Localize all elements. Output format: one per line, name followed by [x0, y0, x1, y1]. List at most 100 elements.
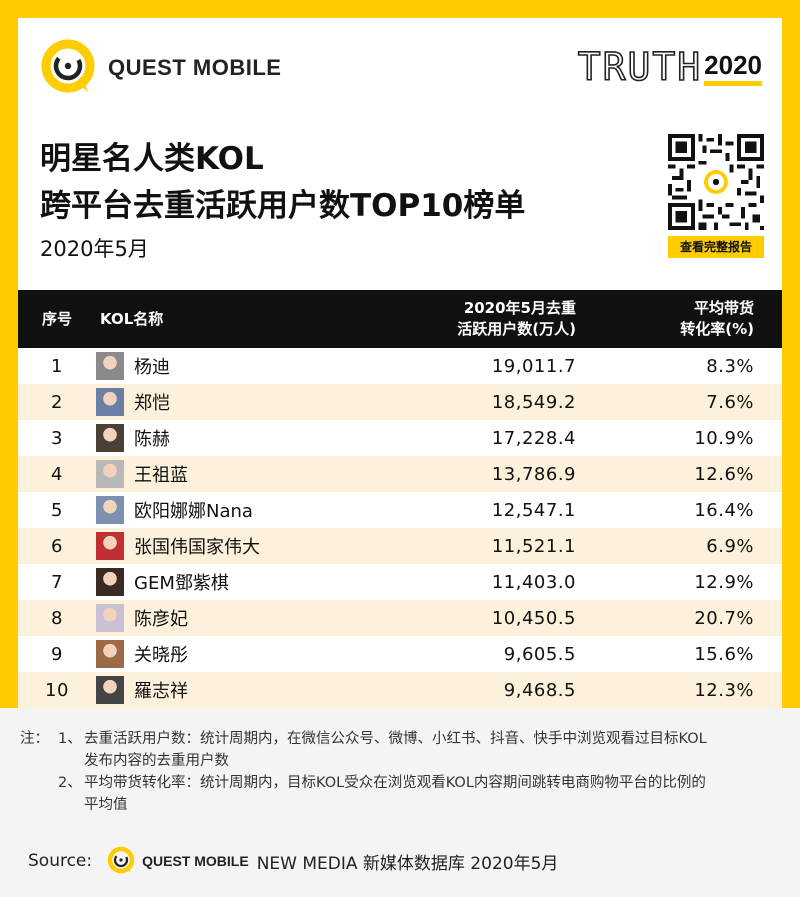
rank-cell: 10 — [45, 679, 69, 701]
page-title: 明星名人类KOL 跨平台去重活跃用户数TOP10榜单 — [40, 136, 525, 230]
active-users-cell: 12,547.1 — [491, 499, 576, 521]
header-name: KOL名称 — [100, 309, 164, 328]
kol-name-cell: 杨迪 — [96, 348, 346, 384]
kol-name-cell: 欧阳娜娜Nana — [96, 492, 346, 528]
quest-mobile-logo-icon — [41, 39, 95, 93]
conversion-rate-cell: 6.9% — [706, 535, 754, 557]
kol-name: 陈彦妃 — [134, 609, 188, 630]
note-index: 1、 — [58, 731, 82, 747]
kol-name-cell: GEM鄧紫棋 — [96, 564, 346, 600]
avatar — [96, 568, 124, 596]
table-body: 1 杨迪 19,011.7 8.3% 2 郑恺 18,549.2 7.6% 3 陈赫 17,228.… — [18, 348, 782, 708]
kol-name: 张国伟国家伟大 — [134, 537, 260, 558]
kol-name-cell: 陈彦妃 — [96, 600, 346, 636]
active-users-cell: 19,011.7 — [491, 355, 576, 377]
conversion-rate-cell: 8.3% — [706, 355, 754, 377]
conversion-rate-cell: 12.3% — [694, 679, 754, 701]
table-header-row: 序号 KOL名称 2020年5月去重 活跃用户数(万人) 平均带货 转化率(%) — [18, 290, 782, 348]
table-row: 1 杨迪 19,011.7 8.3% — [18, 348, 782, 384]
conversion-rate-cell: 12.6% — [694, 463, 754, 485]
avatar — [96, 532, 124, 560]
ranking-table: 序号 KOL名称 2020年5月去重 活跃用户数(万人) 平均带货 转化率(%)… — [18, 290, 782, 708]
source-brand: QUEST MOBILE — [142, 853, 249, 869]
header-conv-line-1: 平均带货 — [693, 299, 754, 317]
conversion-rate-cell: 15.6% — [694, 643, 754, 665]
brand-name: QUEST MOBILE — [108, 55, 282, 80]
rank-cell: 9 — [51, 643, 63, 665]
kol-name: 郑恺 — [134, 393, 170, 414]
table-row: 10 羅志祥 9,468.5 12.3% — [18, 672, 782, 708]
conversion-rate-cell: 16.4% — [694, 499, 754, 521]
header-active-line-2: 活跃用户数(万人) — [457, 320, 576, 338]
avatar — [96, 352, 124, 380]
truth-word: TRUTH — [577, 45, 703, 89]
rank-cell: 7 — [51, 571, 63, 593]
rank-cell: 4 — [51, 463, 63, 485]
kol-name-cell: 陈赫 — [96, 420, 346, 456]
avatar — [96, 388, 124, 416]
title-line-2: 跨平台去重活跃用户数TOP10榜单 — [40, 188, 526, 224]
kol-name-cell: 郑恺 — [96, 384, 346, 420]
avatar — [96, 496, 124, 524]
kol-name: 羅志祥 — [134, 681, 188, 702]
note-item-2: 2、 平均带货转化率：统计周期内，目标KOL受众在浏览观看KOL内容期间跳转电商… — [20, 772, 780, 816]
qr-code-icon[interactable] — [668, 134, 764, 230]
avatar — [96, 676, 124, 704]
header-active-line-1: 2020年5月去重 — [463, 299, 576, 317]
note-text: 去重活跃用户数：统计周期内，在微信公众号、微博、小红书、抖音、快手中浏览观看过目… — [84, 731, 707, 747]
table-row: 5 欧阳娜娜Nana 12,547.1 16.4% — [18, 492, 782, 528]
table-row: 9 关晓彤 9,605.5 15.6% — [18, 636, 782, 672]
avatar — [96, 424, 124, 452]
kol-name-cell: 羅志祥 — [96, 672, 346, 708]
table-row: 7 GEM鄧紫棋 11,403.0 12.9% — [18, 564, 782, 600]
rank-cell: 6 — [51, 535, 63, 557]
rank-cell: 5 — [51, 499, 63, 521]
kol-name: 关晓彤 — [134, 645, 188, 666]
conversion-rate-cell: 10.9% — [694, 427, 754, 449]
rank-cell: 8 — [51, 607, 63, 629]
conversion-rate-cell: 20.7% — [694, 607, 754, 629]
source-text: NEW MEDIA 新媒体数据库 2020年5月 — [256, 853, 559, 874]
source-line: Source: QUEST MOBILE NEW MEDIA 新媒体数据库 20… — [28, 845, 558, 877]
active-users-cell: 9,468.5 — [503, 679, 576, 701]
rank-cell: 1 — [51, 355, 63, 377]
kol-name-cell: 关晓彤 — [96, 636, 346, 672]
notes-prefix: 注： — [20, 731, 49, 747]
avatar — [96, 460, 124, 488]
table-row: 6 张国伟国家伟大 11,521.1 6.9% — [18, 528, 782, 564]
kol-name: 杨迪 — [134, 357, 170, 378]
kol-name-cell: 张国伟国家伟大 — [96, 528, 346, 564]
header-active-users: 2020年5月去重 活跃用户数(万人) — [346, 290, 576, 348]
active-users-cell: 10,450.5 — [491, 607, 576, 629]
active-users-cell: 11,403.0 — [491, 571, 576, 593]
footnotes: 注： 1、 去重活跃用户数：统计周期内，在微信公众号、微博、小红书、抖音、快手中… — [20, 728, 780, 816]
ranking-card: QUEST MOBILE TRUTH 2020 明星名人类KOL 跨平台去重活跃… — [18, 18, 782, 708]
note-item-1: 注： 1、 去重活跃用户数：统计周期内，在微信公众号、微博、小红书、抖音、快手中… — [20, 728, 780, 772]
kol-name: 陈赫 — [134, 429, 170, 450]
table-row: 3 陈赫 17,228.4 10.9% — [18, 420, 782, 456]
kol-name: 王祖蓝 — [134, 465, 188, 486]
title-line-1: 明星名人类KOL — [40, 141, 264, 177]
view-full-report-button[interactable]: 查看完整报告 — [668, 236, 764, 258]
kol-name: GEM鄧紫棋 — [134, 573, 229, 594]
kol-name-cell: 王祖蓝 — [96, 456, 346, 492]
active-users-cell: 13,786.9 — [491, 463, 576, 485]
active-users-cell: 18,549.2 — [491, 391, 576, 413]
note-text-cont: 平均值 — [84, 797, 128, 813]
quest-mobile-logo: QUEST MOBILE — [38, 36, 281, 100]
header-conversion-rate: 平均带货 转化率(%) — [576, 290, 782, 348]
note-index: 2、 — [58, 775, 82, 791]
rank-cell: 2 — [51, 391, 63, 413]
conversion-rate-cell: 12.9% — [694, 571, 754, 593]
avatar — [96, 640, 124, 668]
conversion-rate-cell: 7.6% — [706, 391, 754, 413]
truth-2020-badge: TRUTH 2020 — [577, 45, 762, 89]
kol-name: 欧阳娜娜Nana — [134, 501, 253, 522]
header-rank: 序号 — [41, 309, 72, 328]
source-label: Source: — [28, 851, 93, 871]
table-row: 4 王祖蓝 13,786.9 12.6% — [18, 456, 782, 492]
report-date: 2020年5月 — [40, 237, 149, 261]
active-users-cell: 9,605.5 — [503, 643, 576, 665]
active-users-cell: 11,521.1 — [491, 535, 576, 557]
table-row: 2 郑恺 18,549.2 7.6% — [18, 384, 782, 420]
